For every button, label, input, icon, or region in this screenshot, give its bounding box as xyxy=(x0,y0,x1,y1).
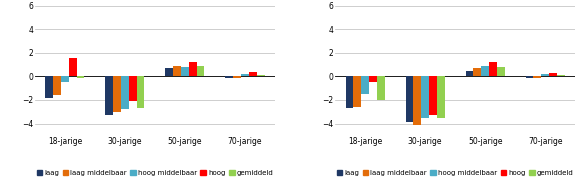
Bar xyxy=(189,62,196,76)
Bar xyxy=(489,62,497,76)
Bar xyxy=(465,70,474,76)
Bar xyxy=(369,76,376,82)
Bar xyxy=(61,76,69,82)
Bar xyxy=(257,75,264,76)
Bar xyxy=(45,76,53,98)
Bar xyxy=(196,66,205,76)
Bar xyxy=(406,76,414,122)
Bar xyxy=(414,76,421,125)
Bar xyxy=(105,76,113,115)
Bar xyxy=(421,76,429,118)
Bar xyxy=(361,76,369,94)
Bar xyxy=(137,76,145,108)
Bar xyxy=(166,68,173,76)
Bar xyxy=(234,76,241,78)
Bar xyxy=(249,72,257,76)
Bar xyxy=(353,76,361,107)
Bar xyxy=(241,74,249,76)
Legend: laag, laag middelbaar, hoog middelbaar, hoog, gemiddeld: laag, laag middelbaar, hoog middelbaar, … xyxy=(334,167,576,179)
Bar xyxy=(474,68,481,76)
Bar xyxy=(557,75,565,76)
Bar xyxy=(77,76,84,78)
Bar xyxy=(346,76,353,108)
Bar xyxy=(533,76,541,78)
Bar xyxy=(526,76,533,78)
Bar xyxy=(549,73,557,76)
Bar xyxy=(53,76,61,95)
Bar xyxy=(181,67,189,76)
Bar xyxy=(121,76,129,109)
Bar xyxy=(225,76,234,78)
Bar xyxy=(481,66,489,76)
Bar xyxy=(541,74,549,76)
Legend: laag, laag middelbaar, hoog middelbaar, hoog, gemiddeld: laag, laag middelbaar, hoog middelbaar, … xyxy=(34,167,276,179)
Bar xyxy=(113,76,121,112)
Bar xyxy=(376,76,385,100)
Bar xyxy=(173,66,181,76)
Bar xyxy=(437,76,444,118)
Bar xyxy=(129,76,137,101)
Bar xyxy=(497,67,505,76)
Bar xyxy=(69,58,77,76)
Bar xyxy=(429,76,437,115)
